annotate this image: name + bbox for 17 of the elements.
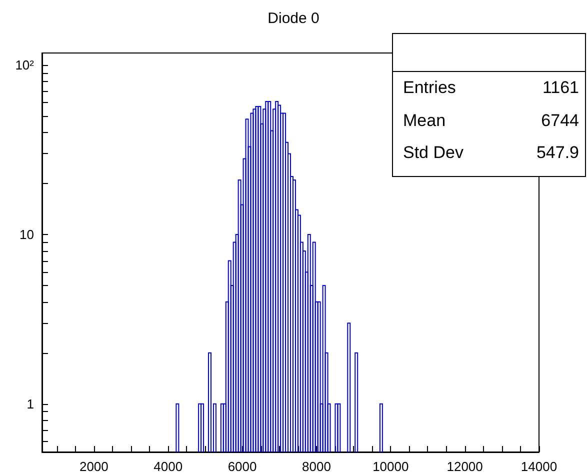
x-tick-label: 6000 (228, 459, 257, 473)
annotation: 547.9 (536, 142, 579, 164)
chart-title: Diode 0 (268, 10, 320, 27)
x-tick-label: 4000 (154, 459, 183, 473)
y-tick-label: 10 (20, 227, 34, 242)
annotation: Entries (403, 77, 456, 99)
text: 1161 (542, 78, 579, 97)
x-tick-label: 10000 (372, 459, 409, 473)
annotation: Mean (403, 110, 446, 132)
y-tick-label: 10² (15, 58, 35, 73)
y-tick-label: 1 (26, 396, 34, 412)
x-tick-label: 14000 (520, 459, 558, 473)
text: 6744 (541, 110, 579, 130)
x-tick-label: 8000 (302, 459, 331, 473)
x-tick-label: 2000 (79, 459, 108, 473)
annotation: Std Dev (403, 142, 464, 164)
x-tick-label: 12000 (446, 459, 483, 473)
